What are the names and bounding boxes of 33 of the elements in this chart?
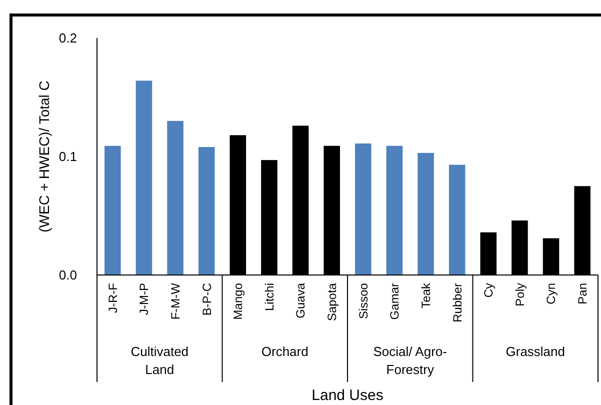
y-tick-label: 0.0: [58, 268, 77, 283]
text: Cultivated Land: [130, 344, 189, 377]
x-tick-label: Mango: [231, 282, 246, 320]
x-tick-label: Pan: [576, 283, 590, 304]
bar: [418, 152, 434, 275]
bar: [355, 143, 372, 275]
y-axis-title: (WEC + HWEC)/ Total C: [36, 80, 52, 232]
x-tick-label: F-M-W: [168, 282, 182, 320]
y-tick-label: 0.1: [58, 149, 77, 164]
x-tick-label: B-P-C: [200, 282, 214, 316]
x-tick-label: Sapota: [325, 282, 340, 322]
x-tick-label: Litchi: [262, 283, 276, 312]
bar: [136, 80, 152, 275]
x-axis-title: Land Uses: [312, 387, 384, 404]
bar: [386, 146, 403, 275]
x-tick-label: Guava: [294, 282, 308, 318]
y-tick-label: 0.2: [58, 30, 77, 46]
x-tick-label: Sissoo: [356, 282, 370, 320]
x-tick-label: Poly: [512, 283, 527, 306]
bar: [167, 120, 184, 275]
bar: [104, 146, 121, 275]
x-tick-label: J-R-F: [106, 283, 120, 313]
x-tick-label: Rubber: [450, 283, 464, 322]
bar: [198, 147, 215, 275]
text: Orchard: [261, 344, 308, 359]
bar: [448, 164, 466, 275]
text: Grassland: [506, 344, 565, 359]
x-tick-label: J-M-P: [137, 283, 152, 315]
text: Social/ Agro-Forestry: [373, 344, 447, 377]
x-tick-label: Teak: [418, 282, 433, 308]
x-tick-label: Gamar: [388, 283, 402, 320]
x-tick-label: Cy: [482, 283, 496, 298]
x-tick-label: Cyn: [544, 283, 558, 304]
